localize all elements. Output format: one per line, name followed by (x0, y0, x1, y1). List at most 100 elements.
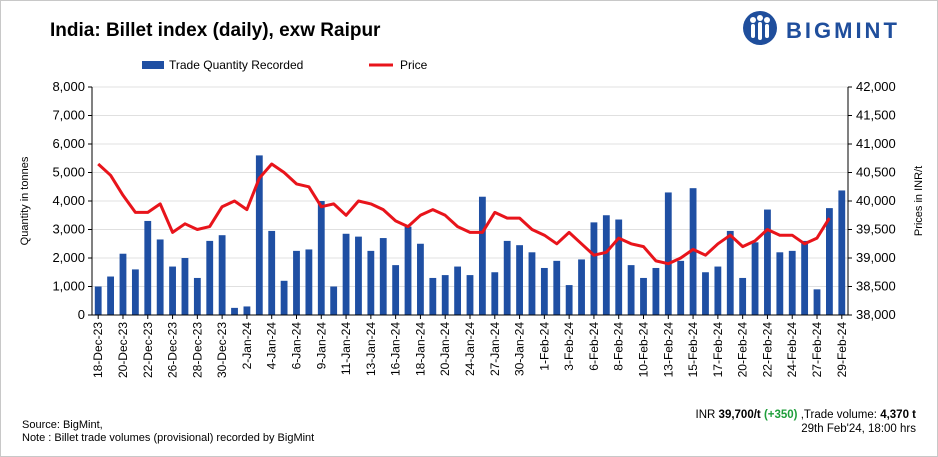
quantity-bar (107, 276, 114, 315)
right-tick-label: 42,000 (856, 79, 896, 94)
quantity-bar (689, 188, 697, 315)
legend: Trade Quantity Recorded Price (142, 58, 428, 72)
quantity-bar (317, 201, 325, 315)
quantity-bar (838, 190, 846, 315)
left-tick-label: 6,000 (52, 136, 85, 151)
right-axis-title: Prices in INR/t (913, 166, 925, 236)
quantity-bar (590, 222, 598, 315)
quantity-bar (677, 260, 685, 315)
x-tick-label: 30-Jan-24 (513, 322, 527, 376)
quantity-bar (615, 219, 623, 315)
quantity-bar (181, 258, 189, 315)
source-note: Source: BigMint, Note : Billet trade vol… (22, 419, 314, 445)
latest-stats: INR 39,700/t (+350) ,Trade volume: 4,370… (696, 408, 916, 436)
quantity-bar (826, 208, 833, 315)
quantity-bar (169, 266, 176, 315)
latest-volume: 4,370 t (880, 409, 916, 421)
quantity-bar (602, 215, 610, 315)
price-line (97, 162, 831, 266)
price-prefix: INR (695, 409, 719, 421)
quantity-bar (652, 267, 660, 315)
quantity-bar (664, 192, 672, 315)
x-tick-label: 17-Feb-24 (711, 322, 725, 378)
quantity-bar (94, 286, 102, 315)
quantity-bar (305, 249, 313, 315)
left-tick-label: 2,000 (52, 250, 85, 265)
x-tick-label: 26-Dec-23 (166, 322, 180, 378)
timestamp: 29th Feb'24, 18:00 hrs (801, 423, 916, 435)
quantity-bar (144, 220, 152, 315)
right-tick-label: 40,500 (856, 165, 896, 180)
right-tick-label: 39,500 (856, 222, 896, 237)
quantity-bar (640, 277, 647, 315)
quantity-bar (553, 260, 561, 315)
x-tick-label: 15-Feb-24 (686, 322, 700, 378)
x-tick-label: 24-Feb-24 (785, 322, 799, 378)
x-tick-label: 27-Jan-24 (488, 322, 502, 376)
quantity-bar (231, 307, 238, 315)
left-axis-title: Quantity in tonnes (19, 156, 31, 245)
x-tick-label: 20-Dec-23 (116, 322, 130, 378)
volume-prefix: ,Trade volume: (797, 409, 881, 421)
x-tick-label: 11-Jan-24 (339, 322, 353, 375)
quantity-bar (491, 272, 499, 315)
x-tick-label: 20-Feb-24 (736, 322, 750, 378)
quantity-bar (392, 265, 400, 315)
quantity-bar (739, 277, 747, 315)
x-tick-label: 9-Jan-24 (314, 322, 328, 370)
quantity-bar (714, 266, 722, 315)
x-tick-label: 1-Feb-24 (537, 322, 551, 371)
x-tick-label: 18-Dec-23 (91, 322, 105, 378)
x-axis-ticks: 18-Dec-23 20-Dec-23 22-Dec-23 26-Dec-23 28-D… (91, 315, 849, 378)
x-tick-label: 13-Jan-24 (364, 322, 378, 376)
quantity-bar (119, 253, 127, 315)
person-figures-logo-icon (743, 11, 777, 45)
x-tick-label: 24-Jan-24 (463, 322, 477, 376)
x-tick-label: 28-Dec-23 (190, 322, 204, 378)
x-tick-label: 30-Dec-23 (215, 322, 229, 378)
quantity-bar (788, 250, 796, 315)
quantity-bar (404, 226, 412, 315)
quantity-bar (528, 252, 536, 315)
x-tick-label: 4-Jan-24 (265, 322, 279, 370)
source-text: Source: BigMint, (22, 419, 103, 431)
right-tick-label: 39,000 (856, 250, 896, 265)
brand-name: BIGMINT (786, 18, 900, 43)
x-tick-label: 27-Feb-24 (810, 322, 824, 378)
left-tick-label: 4,000 (52, 193, 85, 208)
left-tick-label: 1,000 (52, 279, 85, 294)
quantity-bar (627, 265, 635, 315)
left-tick-label: 3,000 (52, 222, 85, 237)
quantity-bar (355, 236, 362, 315)
right-tick-label: 38,000 (856, 307, 896, 322)
quantity-bar (206, 240, 214, 315)
quantity-bar (156, 239, 164, 315)
quantity-bar (813, 289, 821, 315)
quantity-bar (255, 155, 263, 315)
left-tick-label: 7,000 (52, 108, 85, 123)
quantity-bar (441, 275, 449, 315)
x-tick-label: 16-Jan-24 (389, 322, 403, 376)
quantity-bar (578, 259, 585, 315)
left-tick-label: 0 (78, 307, 85, 322)
quantity-bar (131, 269, 139, 315)
quantity-bar (218, 235, 226, 315)
quantity-bar (478, 196, 486, 315)
x-tick-label: 13-Feb-24 (661, 322, 675, 378)
legend-label-quantity: Trade Quantity Recorded (169, 58, 303, 72)
quantity-bar (751, 242, 759, 315)
quantity-bar (540, 267, 548, 315)
x-tick-label: 10-Feb-24 (637, 322, 651, 378)
x-tick-label: 22-Dec-23 (141, 322, 155, 378)
right-tick-label: 38,500 (856, 279, 896, 294)
chart-title: India: Billet index (daily), exw Raipur (50, 20, 381, 41)
right-tick-label: 41,500 (856, 108, 896, 123)
quantity-bar (417, 243, 424, 315)
quantity-bar (776, 252, 784, 315)
x-tick-label: 22-Feb-24 (760, 322, 774, 378)
x-tick-label: 6-Feb-24 (587, 322, 601, 371)
x-tick-label: 20-Jan-24 (438, 322, 452, 376)
right-tick-label: 41,000 (856, 136, 896, 151)
x-tick-label: 3-Feb-24 (562, 322, 576, 371)
quantity-bar (516, 245, 523, 315)
